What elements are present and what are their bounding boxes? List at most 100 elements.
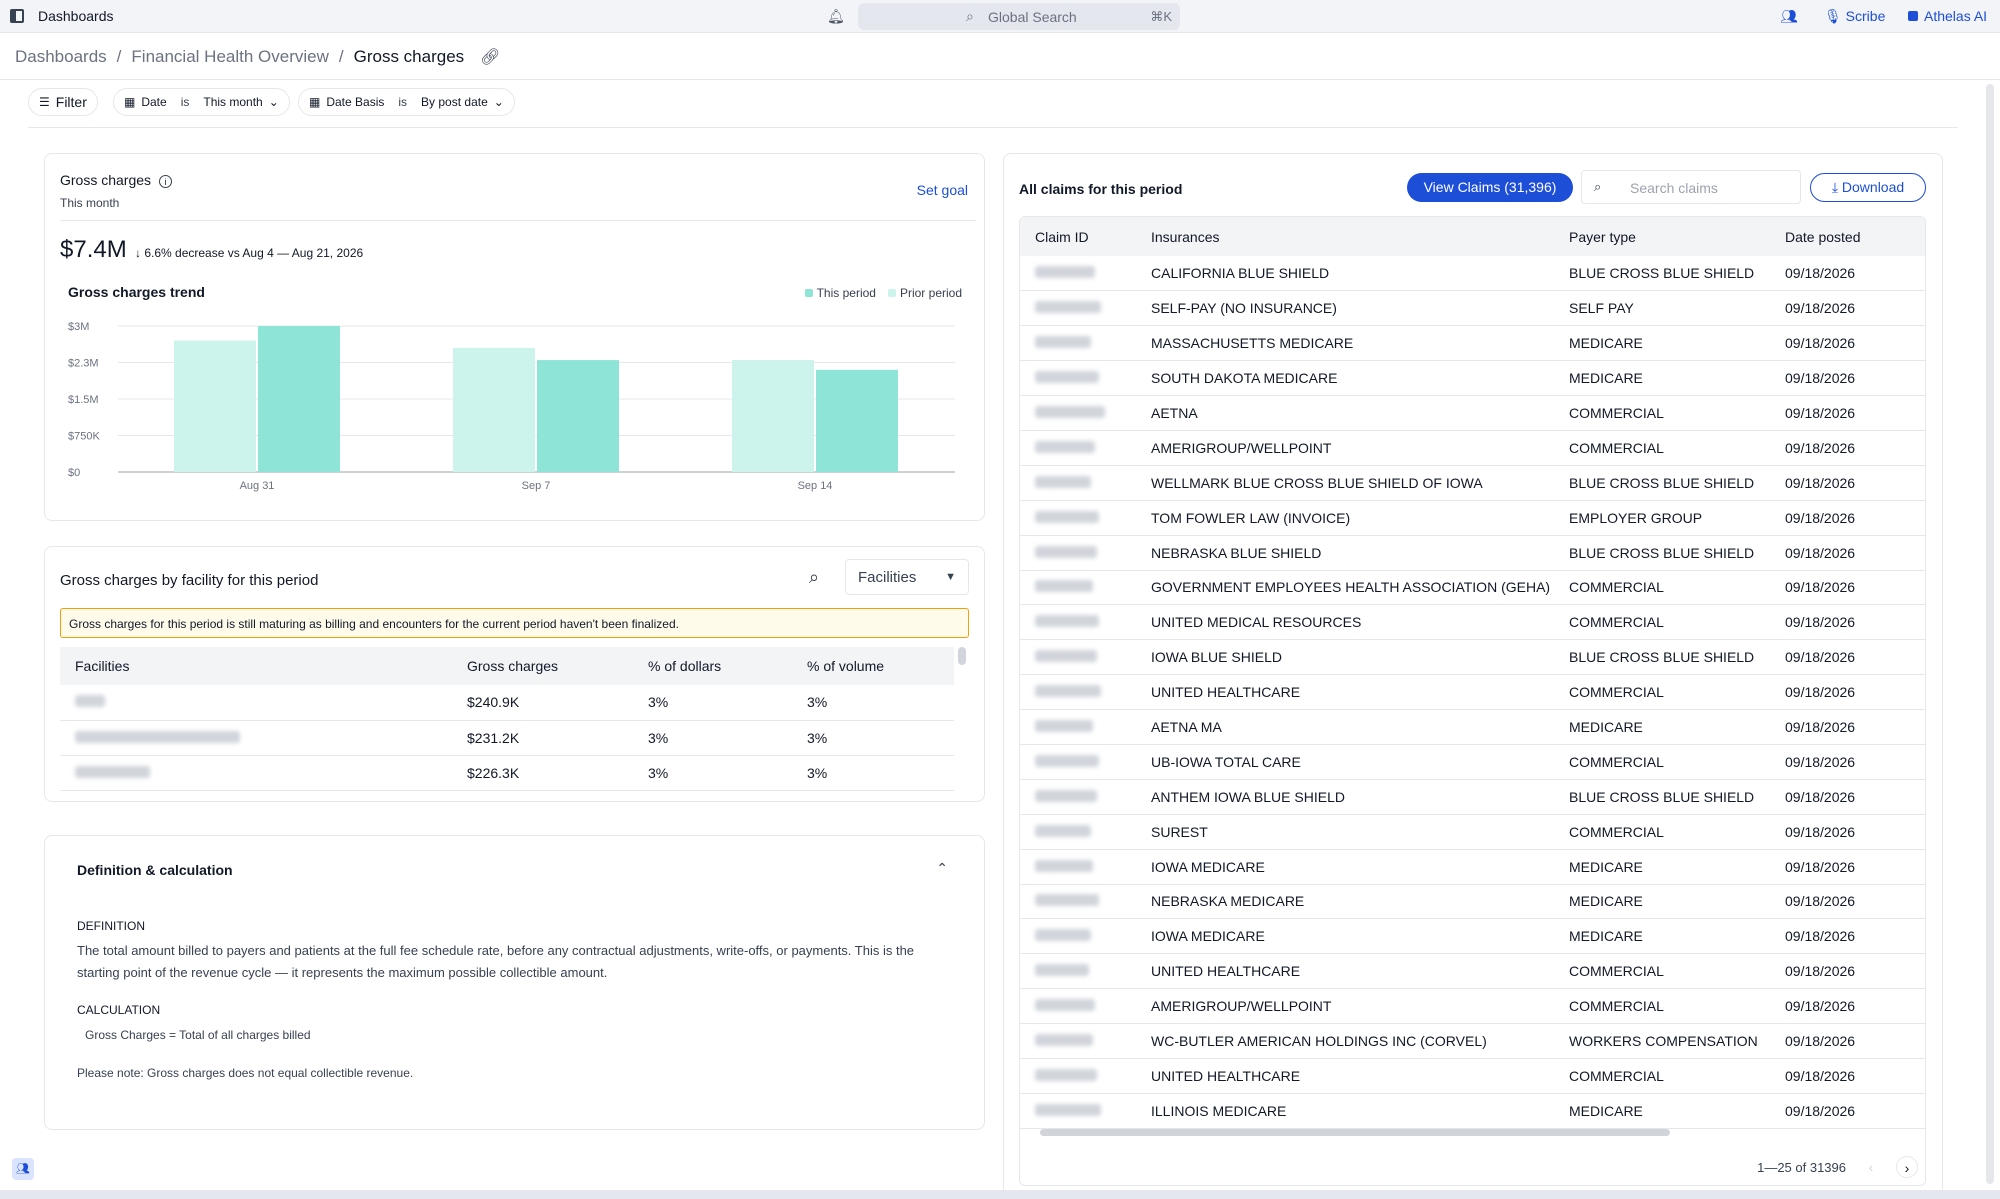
table-row[interactable]: $226.3K 3% 3% <box>60 755 954 791</box>
bell-icon[interactable]: 🔔︎ <box>827 8 845 24</box>
table-row[interactable]: CALIFORNIA BLUE SHIELD BLUE CROSS BLUE SH… <box>1020 256 1925 292</box>
table-row[interactable]: WC-BUTLER AMERICAN HOLDINGS INC (CORVEL)… <box>1020 1023 1925 1059</box>
link-icon[interactable]: 🔗︎ <box>480 49 501 66</box>
chevron-up-icon[interactable]: ⌃ <box>936 860 948 876</box>
claims-title: All claims for this period <box>1019 181 1183 197</box>
table-row[interactable]: WELLMARK BLUE CROSS BLUE SHIELD OF IOWA B… <box>1020 465 1925 501</box>
search-icon[interactable]: ⌕ <box>809 567 820 587</box>
redacted-text <box>75 765 150 778</box>
column-header[interactable]: Payer type <box>1554 217 1770 256</box>
scribe-button[interactable]: 🎙︎ Scribe <box>1824 8 1885 25</box>
redacted-text <box>1035 266 1095 279</box>
date-posted-cell: 09/18/2026 <box>1770 604 1925 641</box>
bar-this-period[interactable] <box>258 326 340 472</box>
search-claims-input[interactable]: ⌕ Search claims <box>1581 170 1801 204</box>
table-row[interactable]: AETNA MA MEDICARE 09/18/2026 <box>1020 709 1925 745</box>
insurance-cell: UNITED HEALTHCARE <box>1136 674 1554 711</box>
pct-volume-cell: 3% <box>792 755 954 791</box>
horizontal-scrollbar[interactable] <box>1040 1129 1670 1136</box>
prev-page-button[interactable]: ‹ <box>1868 1159 1874 1175</box>
insurance-cell: IOWA MEDICARE <box>1136 918 1554 955</box>
date-posted-cell: 09/18/2026 <box>1770 918 1925 955</box>
bar-this-period[interactable] <box>816 369 898 472</box>
pct-volume-cell: 3% <box>792 720 954 756</box>
facility-name-redacted <box>60 755 452 791</box>
column-header[interactable]: Claim ID <box>1020 217 1136 256</box>
table-row[interactable]: $231.2K 3% 3% <box>60 720 954 756</box>
facility-select[interactable]: Facilities ▼ <box>845 559 969 595</box>
sidebar-toggle-icon[interactable] <box>10 9 24 23</box>
insurance-cell: NEBRASKA MEDICARE <box>1136 884 1554 920</box>
table-row[interactable]: TOM FOWLER LAW (INVOICE) EMPLOYER GROUP 09… <box>1020 500 1925 536</box>
bar-this-period[interactable] <box>537 360 619 472</box>
next-page-button[interactable]: › <box>1896 1156 1918 1178</box>
payer-type-cell: MEDICARE <box>1554 360 1770 397</box>
table-row[interactable]: SOUTH DAKOTA MEDICARE MEDICARE 09/18/2026 <box>1020 360 1925 397</box>
table-row[interactable]: ANTHEM IOWA BLUE SHIELD BLUE CROSS BLUE S… <box>1020 779 1925 815</box>
people-icon[interactable]: 👥︎ <box>1780 8 1798 24</box>
table-row[interactable]: GOVERNMENT EMPLOYEES HEALTH ASSOCIATION … <box>1020 570 1925 606</box>
table-row[interactable]: NEBRASKA MEDICARE MEDICARE 09/18/2026 <box>1020 884 1925 920</box>
global-search-input[interactable]: ⌕ Global Search ⌘K <box>858 3 1180 30</box>
scribe-label: Scribe <box>1845 8 1886 24</box>
x-tick-label: Aug 31 <box>240 480 275 492</box>
claims-table-body: CALIFORNIA BLUE SHIELD BLUE CROSS BLUE SH… <box>1020 256 1925 1129</box>
table-row[interactable]: UNITED HEALTHCARE COMMERCIAL 09/18/2026 <box>1020 674 1925 711</box>
chevron-down-icon: ⌄ <box>268 95 279 109</box>
table-row[interactable]: UB-IOWA TOTAL CARE COMMERCIAL 09/18/2026 <box>1020 744 1925 780</box>
app-title: Dashboards <box>38 8 114 24</box>
redacted-text <box>1035 580 1093 593</box>
info-icon[interactable]: i <box>158 175 172 188</box>
date-filter-value: This month <box>203 95 263 109</box>
breadcrumb-financial-health[interactable]: Financial Health Overview <box>131 47 329 66</box>
claim-id-redacted <box>1020 1093 1136 1129</box>
claim-id-redacted <box>1020 988 1136 1025</box>
payer-type-cell: COMMERCIAL <box>1554 570 1770 606</box>
table-row[interactable]: ILLINOIS MEDICARE MEDICARE 09/18/2026 <box>1020 1093 1925 1129</box>
trend-chart: $0 $750K $1.5M $2.3M $3M Aug 31 Sep 7 Sep 14 <box>68 321 955 492</box>
y-tick-label: $2.3M <box>68 358 99 370</box>
insurance-cell: WC-BUTLER AMERICAN HOLDINGS INC (CORVEL) <box>1136 1023 1554 1059</box>
column-header[interactable]: % of volume <box>792 647 954 685</box>
column-header[interactable]: Date posted <box>1770 217 1925 256</box>
view-claims-button[interactable]: View Claims (31,396) <box>1407 173 1573 202</box>
search-icon: ⌕ <box>966 8 974 24</box>
facility-title: Gross charges by facility for this perio… <box>60 572 319 589</box>
table-row[interactable]: $240.9K 3% 3% <box>60 685 954 721</box>
table-row[interactable]: AMERIGROUP/WELLPOINT COMMERCIAL 09/18/2026 <box>1020 988 1925 1025</box>
breadcrumb-dashboards[interactable]: Dashboards <box>15 47 107 66</box>
arrow-down-icon: ↓ <box>135 246 145 260</box>
people-icon[interactable]: 👥︎ <box>12 1158 34 1180</box>
table-row[interactable]: MASSACHUSETTS MEDICARE MEDICARE 09/18/2026 <box>1020 325 1925 362</box>
download-button[interactable]: ⤓ Download <box>1810 173 1926 202</box>
insurance-cell: UNITED MEDICAL RESOURCES <box>1136 604 1554 641</box>
table-row[interactable]: NEBRASKA BLUE SHIELD BLUE CROSS BLUE SHIE… <box>1020 535 1925 571</box>
athelas-ai-button[interactable]: Athelas AI <box>1908 8 1987 24</box>
table-row[interactable]: IOWA BLUE SHIELD BLUE CROSS BLUE SHIELD 09… <box>1020 639 1925 676</box>
table-scrollbar[interactable] <box>958 647 966 665</box>
facility-name-redacted <box>60 685 452 721</box>
date-filter-chip[interactable]: ▦ Date is This month ⌄ <box>113 88 290 116</box>
bar-prior-period[interactable] <box>453 347 535 472</box>
set-goal-link[interactable]: Set goal <box>916 182 968 198</box>
page-scrollbar[interactable] <box>1986 84 1994 1184</box>
table-row[interactable]: SELF-PAY (NO INSURANCE) SELF PAY 09/18/202… <box>1020 290 1925 327</box>
column-header[interactable]: Insurances <box>1136 217 1554 256</box>
table-row[interactable]: UNITED HEALTHCARE COMMERCIAL 09/18/2026 <box>1020 1058 1925 1094</box>
y-tick-label: $3M <box>68 321 89 333</box>
column-header[interactable]: % of dollars <box>633 647 792 685</box>
table-row[interactable]: UNITED HEALTHCARE COMMERCIAL 09/18/2026 <box>1020 953 1925 990</box>
table-row[interactable]: IOWA MEDICARE MEDICARE 09/18/2026 <box>1020 849 1925 885</box>
table-row[interactable]: UNITED MEDICAL RESOURCES COMMERCIAL 09/18/… <box>1020 604 1925 641</box>
date-basis-filter-chip[interactable]: ▦ Date Basis is By post date ⌄ <box>298 88 515 116</box>
bar-prior-period[interactable] <box>174 340 256 472</box>
table-row[interactable]: SUREST COMMERCIAL 09/18/2026 <box>1020 814 1925 850</box>
claim-id-redacted <box>1020 918 1136 955</box>
column-header[interactable]: Facilities <box>60 647 452 685</box>
table-row[interactable]: AMERIGROUP/WELLPOINT COMMERCIAL 09/18/2026 <box>1020 430 1925 466</box>
filter-button[interactable]: ☰ Filter <box>28 88 98 116</box>
table-row[interactable]: IOWA MEDICARE MEDICARE 09/18/2026 <box>1020 918 1925 955</box>
bar-prior-period[interactable] <box>732 360 814 472</box>
table-row[interactable]: AETNA COMMERCIAL 09/18/2026 <box>1020 395 1925 431</box>
column-header[interactable]: Gross charges <box>452 647 633 685</box>
